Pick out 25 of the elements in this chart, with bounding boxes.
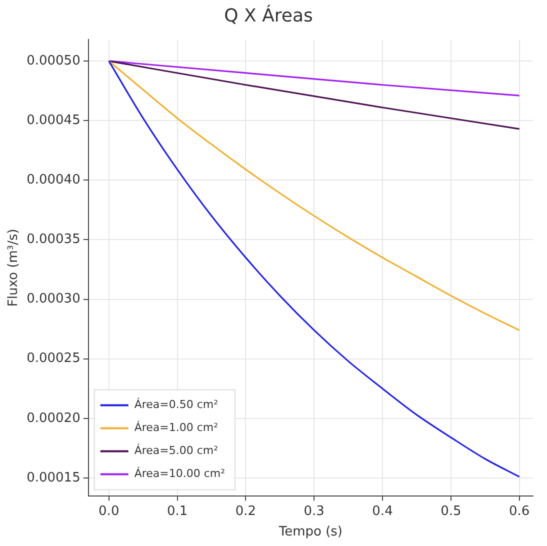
- x-tick-label: 0.3: [304, 504, 324, 519]
- x-axis-title: Tempo (s): [278, 524, 343, 540]
- x-tick-label: 0.1: [166, 504, 188, 519]
- x-tick-label: 0.0: [98, 504, 120, 519]
- y-axis-title: Fluxo (m³/s): [6, 228, 22, 307]
- y-tick-label: 0.00025: [26, 351, 80, 366]
- y-tick-label: 0.00035: [26, 232, 80, 248]
- y-tick-label: 0.00040: [26, 172, 80, 188]
- y-tick-label: 0.00020: [26, 410, 80, 426]
- line-series: [108, 60, 520, 478]
- legend-label: Área=0.50 cm²: [134, 397, 218, 412]
- y-tick-label: 0.00015: [26, 470, 80, 486]
- line-series: [108, 60, 520, 332]
- y-tick-label: 0.00030: [26, 292, 80, 307]
- x-tick-label: 0.4: [372, 504, 393, 519]
- legend-label: Área=1.00 cm²: [134, 420, 218, 434]
- x-tick-label: 0.2: [235, 504, 256, 519]
- line-series: [108, 60, 520, 130]
- y-tick-label: 0.00050: [26, 53, 80, 68]
- x-tick-label: 0.5: [440, 504, 462, 519]
- legend-label: Área=5.00 cm²: [134, 443, 218, 458]
- y-tick-label: 0.00045: [26, 112, 80, 128]
- x-tick-label: 0.6: [508, 504, 530, 519]
- chart-title: Q X Áreas: [224, 4, 313, 26]
- legend-label: Área=10.00 cm²: [134, 466, 226, 480]
